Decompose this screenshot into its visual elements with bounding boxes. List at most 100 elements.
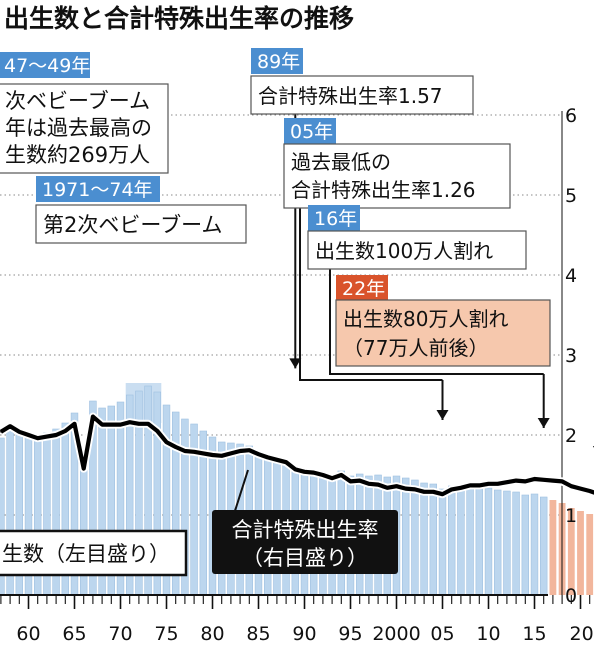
legend-births-text: 生数（左目盛り）: [2, 542, 170, 566]
y89-box: [250, 75, 474, 115]
y16-tag-text: 16年: [314, 208, 357, 230]
tfr-point: [579, 487, 582, 490]
x-tick-label: 85: [246, 623, 270, 645]
chart-title: 出生数と合計特殊出生率の推移: [4, 4, 354, 33]
tfr-line: [0, 414, 594, 497]
x-tick-label: 15: [522, 623, 546, 645]
tfr-point: [110, 423, 113, 426]
tfr-point: [533, 478, 536, 480]
boom1-text: 生数約269万人: [5, 143, 150, 167]
tfr-point: [174, 446, 177, 448]
y22-text: 出生数80万人割れ: [343, 307, 508, 331]
tfr-point: [570, 485, 573, 488]
y16-leader: [329, 269, 544, 375]
birth-bar: [457, 485, 465, 596]
tfr-point: [211, 454, 214, 456]
tfr-point: [506, 481, 508, 484]
birth-bar: [411, 479, 419, 596]
tfr-point: [303, 471, 306, 473]
tfr-point: [156, 430, 159, 432]
tfr-point: [441, 493, 444, 496]
birth-bar: [447, 485, 456, 596]
tfr-point: [276, 459, 278, 461]
tfr-point: [395, 485, 398, 488]
legend-tfr-box: [212, 510, 398, 574]
tfr-point: [561, 480, 563, 483]
right-tick-label: 2: [565, 425, 577, 447]
right-tick-label: 6: [565, 105, 577, 127]
x-tick-label: 05: [430, 623, 454, 645]
x-tick-label: 65: [62, 623, 86, 645]
y89-arrowhead: [289, 358, 302, 369]
y05-text: 合計特殊出生率1.26: [291, 178, 476, 202]
legend-tfr-text: 合計特殊出生率: [232, 518, 379, 542]
x-tick-label: 70: [108, 623, 132, 645]
tfr-point: [193, 451, 195, 453]
tfr-point: [55, 434, 57, 436]
tfr-point: [165, 441, 168, 444]
x-tick-label: 75: [154, 623, 178, 645]
tfr-point: [147, 423, 149, 425]
y05-text: 過去最低の: [291, 150, 391, 174]
birth-bar: [503, 490, 511, 596]
tfr-point: [450, 488, 453, 491]
y05-box: [283, 143, 511, 209]
tfr-point: [285, 461, 287, 464]
axes: 01234566065707580859095200005101520（年）: [0, 105, 594, 645]
legend-tfr-text: （右目盛り）: [242, 546, 368, 570]
tfr-point: [432, 491, 435, 493]
y16-text: 出生数100万人割れ: [315, 239, 493, 263]
birth-bar: [484, 487, 493, 596]
tfr-point: [36, 437, 39, 440]
y89-text: 合計特殊出生率1.57: [258, 84, 443, 108]
boom2-box: [35, 204, 247, 244]
tfr-point: [239, 450, 241, 452]
boom1-text: 次ベビーブーム: [5, 89, 150, 113]
x-tick-label: 80: [200, 623, 224, 645]
right-tick-label: 3: [565, 345, 577, 367]
boom2-tag-text: 1971～74年: [42, 179, 153, 201]
birth-bar: [512, 491, 520, 596]
tfr-point: [230, 452, 232, 455]
tfr-point: [18, 431, 21, 433]
tfr-point: [469, 484, 471, 487]
birth-bar: [420, 482, 428, 596]
y05-leader: [299, 202, 443, 381]
tfr-point: [524, 480, 527, 483]
right-tick-label: 5: [565, 185, 577, 207]
birth-bar: [539, 496, 548, 596]
tfr-point: [496, 483, 499, 485]
right-tick-label: 4: [565, 265, 577, 287]
tfr-point: [423, 491, 425, 493]
y89-tag-text: 89年: [257, 51, 300, 73]
birth-bar: [429, 483, 438, 596]
tfr-point: [128, 421, 131, 424]
x-tick-label: 20（年）: [570, 623, 594, 645]
tfr-point: [312, 471, 315, 474]
x-tick-label: 10: [476, 623, 500, 645]
y22-box: [335, 299, 551, 367]
birth-bar: [567, 508, 575, 595]
y16-box: [307, 230, 527, 270]
tfr-point: [64, 430, 67, 432]
tfr-line-layer: [0, 412, 594, 499]
y22-tag-text: 22年: [342, 278, 385, 300]
x-tick-label: 90: [292, 623, 316, 645]
tfr-point: [220, 455, 223, 457]
tfr-point: [0, 431, 2, 433]
tfr-point: [27, 434, 30, 436]
tfr-point: [542, 479, 545, 481]
birth-bar: [466, 485, 474, 596]
tfr-point: [101, 423, 103, 426]
birth-bar: [493, 489, 502, 596]
tfr-point: [552, 479, 554, 482]
tfr-point: [257, 453, 260, 456]
tfr-point: [487, 483, 490, 485]
tfr-point: [184, 450, 186, 452]
boom2-text: 第2次ベビーブーム: [43, 213, 222, 237]
legend-births-box: [0, 529, 188, 577]
tfr-point: [349, 480, 352, 483]
tfr-point: [460, 487, 462, 489]
